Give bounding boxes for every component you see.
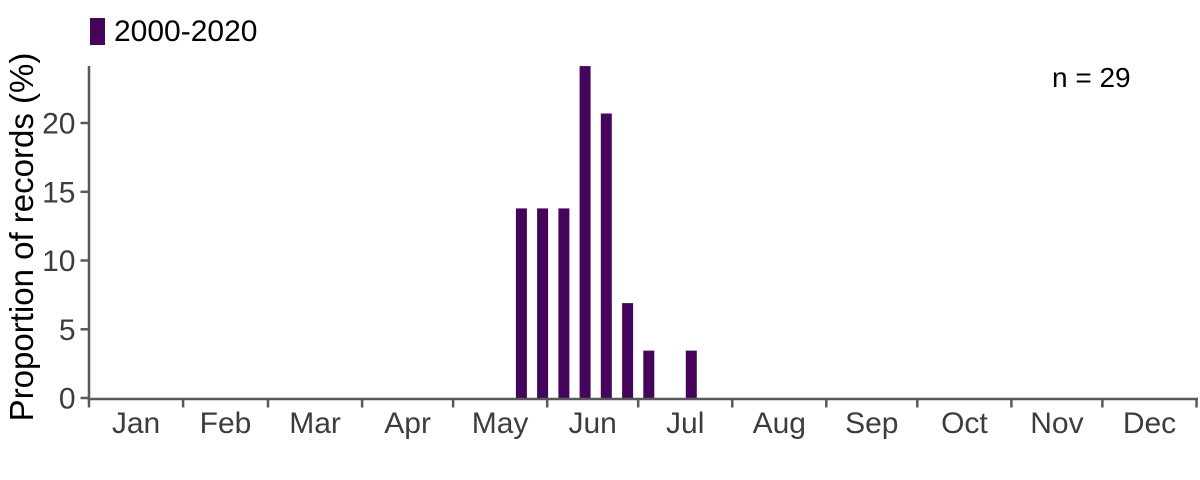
bar bbox=[622, 303, 634, 400]
y-tick-label: 15 bbox=[42, 176, 75, 209]
x-tick-label: Nov bbox=[1030, 407, 1083, 440]
y-tick-label: 5 bbox=[59, 314, 76, 347]
sample-size-annotation: n = 29 bbox=[1052, 62, 1131, 93]
y-tick-label: 20 bbox=[42, 108, 75, 141]
bar bbox=[600, 113, 612, 400]
y-tick-label: 10 bbox=[42, 245, 75, 278]
bar bbox=[515, 208, 527, 400]
legend-label: 2000-2020 bbox=[114, 15, 258, 48]
y-tick-label: 0 bbox=[59, 383, 76, 416]
x-tick-label: Feb bbox=[200, 407, 252, 440]
x-tick-label: Jul bbox=[666, 407, 704, 440]
bar bbox=[685, 350, 697, 400]
x-tick-label: Jun bbox=[569, 407, 617, 440]
legend: 2000-2020 bbox=[90, 15, 257, 48]
bar bbox=[579, 66, 591, 400]
y-axis-title: Proportion of records (%) bbox=[3, 52, 40, 422]
x-tick-label: Jan bbox=[112, 407, 160, 440]
x-tick-label: Dec bbox=[1123, 407, 1176, 440]
bar bbox=[537, 208, 549, 400]
bar bbox=[558, 208, 570, 400]
x-tick-label: Aug bbox=[753, 407, 806, 440]
x-tick-label: Sep bbox=[845, 407, 898, 440]
legend-swatch bbox=[90, 18, 105, 45]
x-tick-label: Apr bbox=[384, 407, 431, 440]
bar bbox=[643, 350, 655, 400]
x-tick-label: Mar bbox=[289, 407, 341, 440]
x-tick-label: May bbox=[472, 407, 529, 440]
x-tick-label: Oct bbox=[941, 407, 988, 440]
